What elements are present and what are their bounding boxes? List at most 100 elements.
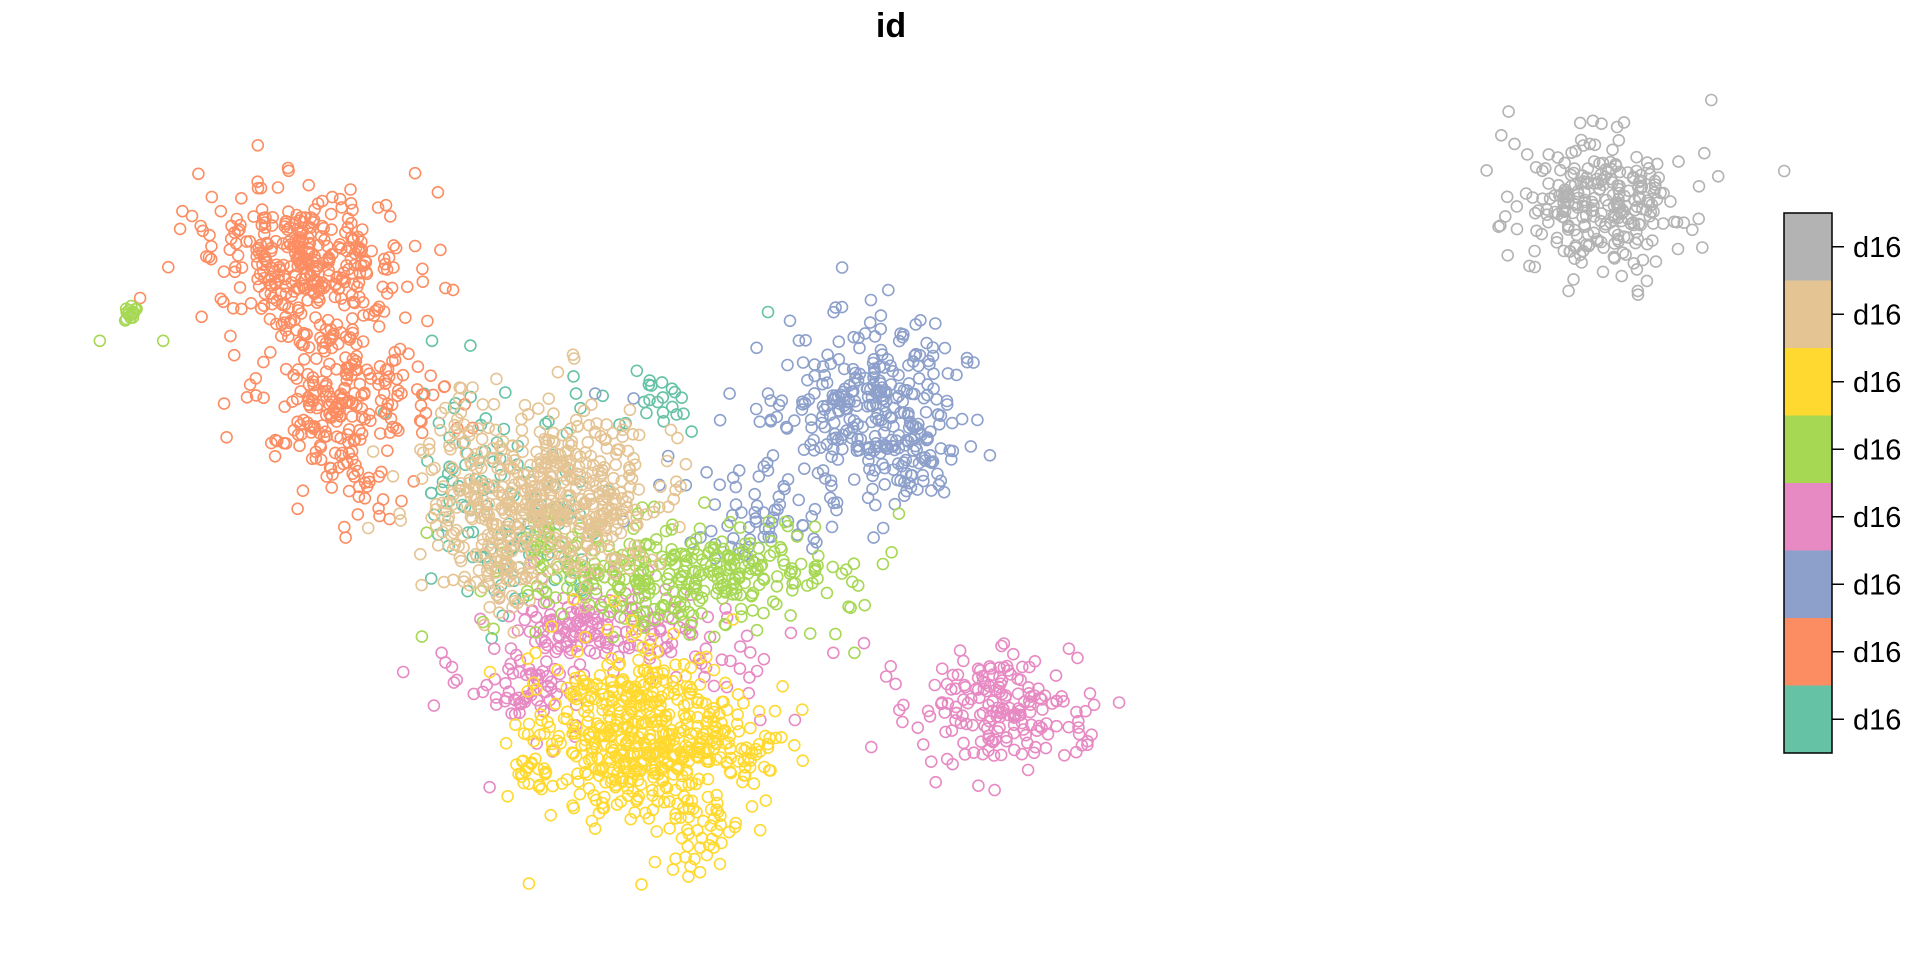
data-point (742, 686, 756, 700)
data-point (414, 443, 427, 457)
data-point (934, 697, 948, 711)
data-point (437, 575, 451, 589)
data-point (1000, 734, 1013, 748)
data-point (358, 491, 372, 505)
data-point (750, 341, 763, 355)
data-point (353, 377, 367, 391)
data-point (581, 709, 595, 722)
data-point (945, 724, 959, 737)
data-point (301, 231, 315, 244)
data-point (407, 474, 421, 488)
data-point (1526, 191, 1539, 204)
data-point (743, 537, 757, 550)
data-point (1568, 162, 1581, 175)
data-point (854, 432, 868, 446)
data-point (848, 646, 861, 660)
data-point (863, 316, 877, 329)
data-point (529, 646, 542, 660)
data-point (1072, 714, 1085, 728)
data-point (900, 433, 913, 447)
data-point (867, 378, 880, 392)
data-point (889, 677, 902, 691)
data-point (564, 422, 577, 436)
data-point (383, 210, 397, 223)
data-point (567, 370, 580, 383)
data-point (929, 775, 943, 789)
data-point (972, 779, 985, 793)
data-point (710, 788, 723, 802)
data-point (217, 397, 231, 410)
data-point (192, 167, 205, 181)
data-point (974, 735, 988, 749)
data-point (643, 638, 657, 652)
data-point (857, 636, 871, 650)
data-point (876, 521, 890, 535)
data-point (847, 473, 861, 486)
data-point (517, 776, 531, 790)
data-point (356, 335, 370, 348)
data-point (258, 221, 272, 234)
data-point (286, 395, 299, 408)
data-point (713, 478, 727, 492)
data-point (566, 584, 580, 597)
data-point (529, 511, 542, 524)
data-point (1561, 196, 1575, 210)
data-point (919, 405, 933, 419)
data-point (325, 481, 339, 494)
data-point (657, 762, 670, 775)
data-point (371, 201, 385, 214)
data-point (463, 473, 477, 487)
data-point (600, 490, 614, 504)
data-point (595, 697, 609, 710)
data-point (949, 700, 963, 714)
data-point (893, 382, 907, 395)
data-point (835, 567, 849, 580)
data-point (1523, 259, 1536, 273)
data-point (353, 433, 367, 446)
data-point (867, 531, 880, 544)
data-point (831, 453, 845, 466)
data-point (839, 563, 853, 577)
data-point (787, 738, 801, 752)
data-point (380, 444, 394, 458)
data-point (633, 574, 646, 588)
data-point (303, 400, 317, 414)
data-point (1631, 284, 1645, 298)
data-point (235, 302, 248, 316)
data-point (466, 421, 479, 435)
data-point (723, 515, 737, 529)
data-point (362, 308, 376, 321)
data-point (464, 510, 478, 524)
data-point (573, 658, 587, 671)
data-point (966, 718, 980, 732)
data-point (698, 496, 711, 509)
data-point (597, 595, 611, 608)
data-point (1027, 746, 1041, 760)
data-point (217, 265, 231, 279)
data-point (333, 192, 347, 206)
data-point (605, 508, 619, 521)
data-point (764, 534, 778, 548)
data-point (1536, 192, 1549, 205)
data-point (309, 352, 323, 366)
data-point (1595, 117, 1608, 130)
data-point (1499, 210, 1512, 223)
data-point (1648, 174, 1662, 188)
data-point (638, 663, 651, 677)
legend-label: d16 (1853, 637, 1901, 669)
data-point (892, 334, 906, 348)
data-point (1071, 651, 1084, 665)
data-point (530, 682, 543, 696)
data-point (980, 722, 994, 735)
data-point (439, 401, 452, 415)
data-point (284, 260, 298, 273)
data-point (618, 612, 632, 625)
data-point (279, 362, 293, 376)
data-point (679, 554, 693, 568)
data-point (1613, 206, 1627, 219)
data-point (452, 539, 465, 553)
data-point (377, 252, 391, 266)
data-point (499, 676, 512, 690)
data-point (524, 491, 538, 504)
data-point (633, 549, 646, 562)
